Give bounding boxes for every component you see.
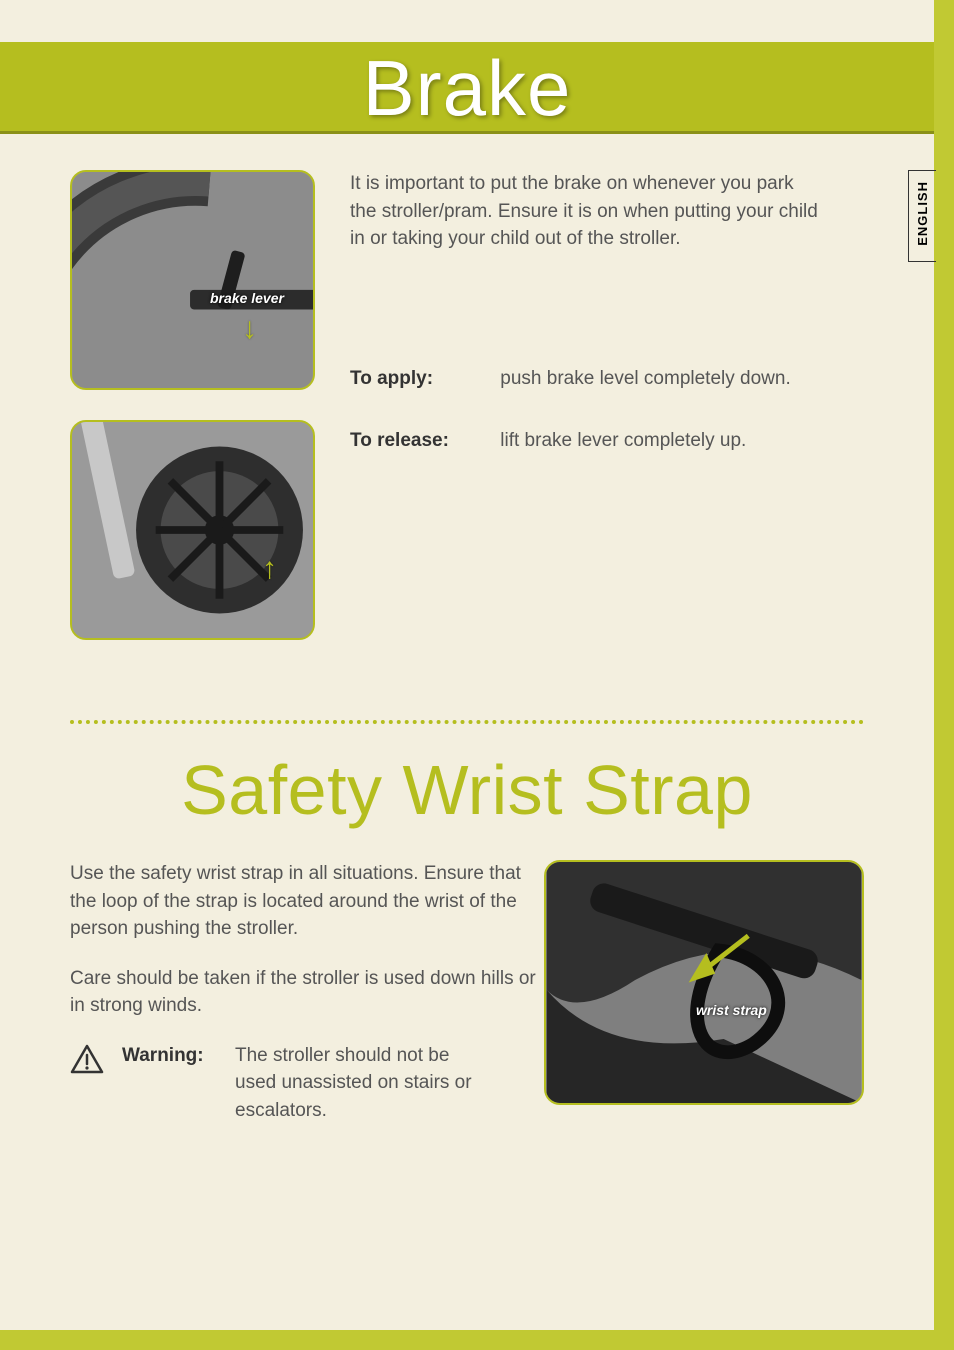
strap-p1: Use the safety wrist strap in all situat… xyxy=(70,860,540,943)
instruction-release: To release: lift brake lever completely … xyxy=(350,430,824,452)
warning-text: The stroller should not be used unassist… xyxy=(235,1042,495,1125)
brake-intro-text: It is important to put the brake on when… xyxy=(350,170,824,253)
content-area: brake lever ↓ xyxy=(70,160,864,1290)
figure-brake-release: ↑ xyxy=(70,420,315,640)
apply-text: push brake level completely down. xyxy=(500,368,790,389)
apply-label: To apply: xyxy=(350,368,495,390)
figure-label-wrist-strap: wrist strap xyxy=(696,1002,767,1018)
language-label: ENGLISH xyxy=(915,181,930,246)
warning-icon xyxy=(70,1044,104,1074)
section-divider xyxy=(70,720,864,724)
language-tab: ENGLISH xyxy=(908,170,936,262)
figure-wrist-strap: wrist strap xyxy=(544,860,864,1105)
section-title-brake: Brake xyxy=(0,42,934,134)
strap-p2: Care should be taken if the stroller is … xyxy=(70,965,540,1020)
release-text: lift brake lever completely up. xyxy=(500,430,746,451)
section-title-strap: Safety Wrist Strap xyxy=(70,750,864,830)
figure-label-brake-lever: brake lever xyxy=(210,290,284,306)
strap-body: Use the safety wrist strap in all situat… xyxy=(70,860,864,1124)
warning-label: Warning: xyxy=(122,1042,217,1070)
page-inner: 7 Brake ENGLISH brake lever ↓ xyxy=(0,0,934,1330)
arrow-up-icon: ↑ xyxy=(262,552,277,586)
release-label: To release: xyxy=(350,430,495,452)
header-band: Brake xyxy=(0,42,934,134)
instruction-apply: To apply: push brake level completely do… xyxy=(350,368,824,390)
arrow-down-icon: ↓ xyxy=(242,312,257,346)
figure-brake-apply: brake lever ↓ xyxy=(70,170,315,390)
